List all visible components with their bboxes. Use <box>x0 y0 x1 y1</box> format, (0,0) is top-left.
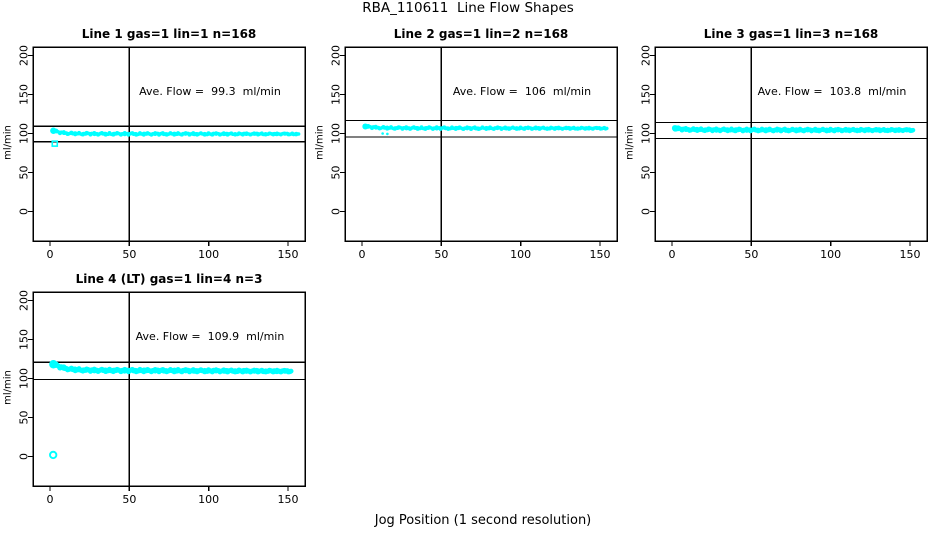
x-axis-title: Jog Position (1 second resolution) <box>374 513 592 528</box>
svg-text:0: 0 <box>47 248 54 261</box>
svg-text:0: 0 <box>640 208 653 215</box>
svg-text:200: 200 <box>330 45 343 66</box>
panel-2-ave-flow-label: Ave. Flow = 106 ml/min <box>452 85 592 98</box>
svg-text:150: 150 <box>640 84 653 105</box>
svg-text:50: 50 <box>330 166 343 180</box>
svg-text:150: 150 <box>900 248 921 261</box>
panel-1-ave-flow-label: Ave. Flow = 99.3 ml/min <box>139 85 281 98</box>
svg-text:150: 150 <box>590 248 611 261</box>
panel-2-title: Line 2 gas=1 lin=2 n=168 <box>393 27 569 41</box>
svg-text:0: 0 <box>330 208 343 215</box>
svg-text:0: 0 <box>18 453 31 460</box>
svg-text:100: 100 <box>510 248 531 261</box>
svg-text:100: 100 <box>18 368 31 389</box>
figure-title: RBA_110611 Line Flow Shapes <box>362 0 574 16</box>
svg-text:100: 100 <box>820 248 841 261</box>
svg-text:0: 0 <box>359 248 366 261</box>
panel-3-y-axis-label: ml/min <box>624 125 636 160</box>
svg-text:0: 0 <box>669 248 676 261</box>
svg-text:50: 50 <box>434 248 448 261</box>
svg-text:150: 150 <box>18 84 31 105</box>
panel-4-ave-flow-label: Ave. Flow = 109.9 ml/min <box>135 330 285 343</box>
svg-text:50: 50 <box>18 166 31 180</box>
panel-4-y-axis-label: ml/min <box>2 370 14 405</box>
panel-3-ave-flow-label: Ave. Flow = 103.8 ml/min <box>757 85 907 98</box>
svg-text:200: 200 <box>18 45 31 66</box>
svg-text:100: 100 <box>640 123 653 144</box>
panel-3-title: Line 3 gas=1 lin=3 n=168 <box>703 27 879 41</box>
svg-text:100: 100 <box>198 248 219 261</box>
panel-1-title: Line 1 gas=1 lin=1 n=168 <box>81 27 257 41</box>
svg-text:50: 50 <box>744 248 758 261</box>
svg-text:150: 150 <box>278 493 299 506</box>
svg-text:50: 50 <box>122 493 136 506</box>
svg-text:50: 50 <box>122 248 136 261</box>
svg-text:50: 50 <box>18 411 31 425</box>
svg-text:150: 150 <box>330 84 343 105</box>
svg-text:100: 100 <box>18 123 31 144</box>
panel-4-title: Line 4 (LT) gas=1 lin=4 n=3 <box>75 272 263 286</box>
svg-text:100: 100 <box>330 123 343 144</box>
panel-1-y-axis-label: ml/min <box>2 125 14 160</box>
panel-2-y-axis-label: ml/min <box>314 125 326 160</box>
svg-text:150: 150 <box>278 248 299 261</box>
svg-text:200: 200 <box>640 45 653 66</box>
svg-text:200: 200 <box>18 290 31 311</box>
svg-text:50: 50 <box>640 166 653 180</box>
svg-text:150: 150 <box>18 329 31 350</box>
svg-text:100: 100 <box>198 493 219 506</box>
svg-text:0: 0 <box>47 493 54 506</box>
svg-text:0: 0 <box>18 208 31 215</box>
